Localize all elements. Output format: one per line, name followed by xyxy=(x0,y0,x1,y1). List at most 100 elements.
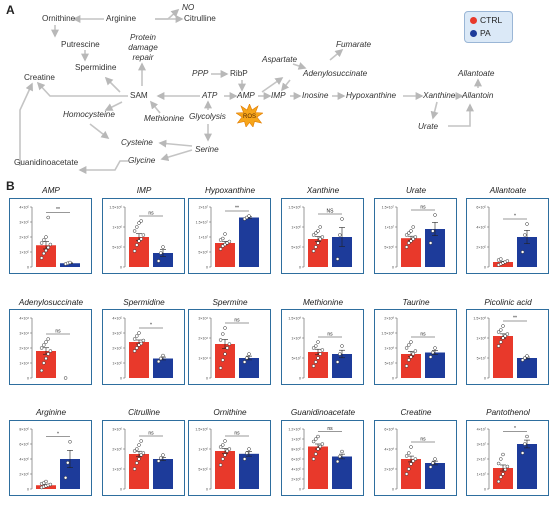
data-point xyxy=(335,257,340,261)
data-point xyxy=(46,215,50,220)
data-point xyxy=(499,475,503,479)
node-fumarate: Fumarate xyxy=(336,40,372,49)
y-tick-label: 0 xyxy=(392,488,394,492)
chart-amp: 0 1×10⁵ 2×10⁵ 3×10⁵ 4×10⁵ ** xyxy=(9,198,92,274)
node-spermidine: Spermidine xyxy=(75,63,117,72)
chart-svg: 0 2×10⁸ 4×10⁸ 6×10⁸ ns xyxy=(384,428,445,492)
data-point xyxy=(135,225,139,229)
pathway-arrows xyxy=(19,8,482,174)
significance-label: ns xyxy=(148,431,154,437)
significance-label: ** xyxy=(235,206,239,212)
chart-adenylosuccinate: 0 1×10⁴ 2×10⁴ 3×10⁴ 4×10⁴ ns xyxy=(9,309,92,385)
y-tick-label: 5×10⁵ xyxy=(198,468,208,472)
node-putrescine: Putrescine xyxy=(61,40,100,49)
data-point xyxy=(409,229,413,233)
data-point xyxy=(413,235,418,239)
chart-svg: 0 2×10⁵ 4×10⁵ 6×10⁵ 8×10⁵ 1×10⁶ 1.2×10⁶ ns xyxy=(288,426,352,492)
bar-ctrl xyxy=(308,239,328,267)
data-point xyxy=(318,352,322,356)
data-point xyxy=(42,343,46,347)
significance-label: ns xyxy=(420,437,426,443)
data-point xyxy=(247,214,251,218)
node-allantoate: Allantoate xyxy=(458,69,495,78)
data-point xyxy=(137,443,141,447)
bar-ctrl xyxy=(401,354,421,378)
data-point xyxy=(318,444,322,449)
node-hypoxanthine: Hypoxanthine xyxy=(346,91,397,100)
y-tick-label: 1×10⁴ xyxy=(19,362,29,366)
data-point xyxy=(501,452,505,457)
bar-ctrl xyxy=(215,344,235,378)
y-tick-label: 0 xyxy=(299,266,301,270)
y-tick-label: 1.5×10⁸ xyxy=(288,317,301,321)
data-point xyxy=(340,344,344,348)
y-tick-label: 0 xyxy=(299,377,301,381)
chart-svg: 0 5×10⁵ 1×10⁶ 1.5×10⁶ ns xyxy=(109,206,173,270)
y-tick-label: 1.5×10⁶ xyxy=(109,206,122,210)
chart-urate: 0 5×10⁶ 1×10⁷ 1.5×10⁷ ns xyxy=(374,198,457,274)
chart-title: Arginine xyxy=(35,408,67,417)
data-point xyxy=(525,222,529,226)
data-point xyxy=(407,343,411,347)
y-tick-label: 0 xyxy=(120,488,122,492)
node-homocysteine: Homocysteine xyxy=(63,110,115,119)
y-tick-label: 0 xyxy=(484,266,486,270)
data-point xyxy=(496,461,501,466)
node-citrulline: Citrulline xyxy=(184,14,216,23)
data-point xyxy=(42,251,46,256)
data-point xyxy=(132,249,137,253)
bar-ctrl xyxy=(129,454,149,489)
significance-label: * xyxy=(57,431,59,437)
data-point xyxy=(39,256,44,260)
data-point xyxy=(135,243,139,247)
y-tick-label: 0 xyxy=(120,377,122,381)
data-point xyxy=(411,459,415,463)
legend-pa-label: PA xyxy=(480,28,491,38)
data-point xyxy=(221,358,225,362)
bar-pa xyxy=(153,253,173,267)
data-point xyxy=(63,476,68,480)
chart-title: Adenylosuccinate xyxy=(18,298,84,307)
chart-title: Methionine xyxy=(302,298,344,307)
node-amp: AMP xyxy=(237,91,255,100)
y-tick-label: 5×10⁷ xyxy=(292,357,302,361)
data-point xyxy=(523,356,527,360)
y-tick-label: 3×10⁴ xyxy=(19,332,29,336)
data-point xyxy=(433,457,437,461)
data-point xyxy=(320,235,325,239)
data-point xyxy=(245,451,249,455)
data-point xyxy=(409,340,413,344)
bar-pa xyxy=(517,444,537,489)
bar-ctrl xyxy=(129,342,149,378)
data-point xyxy=(132,449,137,453)
data-point xyxy=(48,482,53,487)
y-tick-label: 3×10⁶ xyxy=(112,428,122,432)
chart-title: Pantothenol xyxy=(486,408,530,417)
bar-ctrl xyxy=(493,336,513,378)
bar-pa xyxy=(517,237,537,267)
y-tick-label: 0 xyxy=(392,377,394,381)
bar-ctrl xyxy=(36,245,56,267)
y-tick-label: 1.5×10⁸ xyxy=(473,317,486,321)
data-point xyxy=(428,355,433,359)
y-tick-label: 5×10⁶ xyxy=(384,246,394,250)
chart-arginine: 0 2×10⁶ 4×10⁶ 6×10⁶ 8×10⁶ * xyxy=(9,420,92,496)
data-point xyxy=(409,445,413,449)
data-point xyxy=(525,434,529,439)
y-tick-label: 1×10⁸ xyxy=(291,337,301,341)
data-point xyxy=(431,350,435,355)
node-adenylosuccinate: Adenylosuccinate xyxy=(303,69,368,78)
data-point xyxy=(68,440,72,444)
data-point xyxy=(314,452,318,456)
data-point xyxy=(404,472,409,476)
y-tick-label: 4×10⁴ xyxy=(19,317,29,321)
y-tick-label: 0 xyxy=(27,266,29,270)
data-point xyxy=(320,348,325,352)
y-tick-label: 6×10⁵ xyxy=(476,206,486,210)
y-tick-label: 8×10⁶ xyxy=(19,428,29,432)
chart-title: Ornithine xyxy=(213,408,247,417)
node-imp: IMP xyxy=(271,91,286,100)
data-point xyxy=(409,239,413,243)
bar-pa xyxy=(153,459,173,489)
data-point xyxy=(335,360,340,364)
